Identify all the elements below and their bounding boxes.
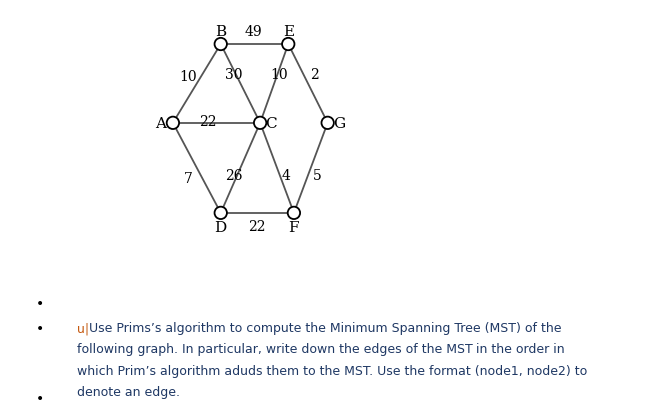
- Text: 4: 4: [281, 168, 290, 182]
- Text: 22: 22: [247, 219, 265, 233]
- Text: E: E: [283, 24, 294, 38]
- Text: D: D: [215, 221, 227, 235]
- Text: 22: 22: [199, 115, 217, 129]
- Text: 10: 10: [270, 67, 288, 81]
- Text: u|: u|: [77, 322, 89, 334]
- Text: •: •: [36, 322, 44, 335]
- Text: 49: 49: [245, 25, 263, 39]
- Text: 26: 26: [225, 168, 243, 182]
- Text: 30: 30: [225, 67, 242, 81]
- Circle shape: [167, 117, 179, 130]
- Text: denote an edge.: denote an edge.: [77, 385, 179, 398]
- Text: in the order in: in the order in: [476, 342, 565, 356]
- Text: Use Prims’s algorithm to compute the Minimum Spanning Tree (MST) of the: Use Prims’s algorithm to compute the Min…: [89, 322, 562, 334]
- Text: B: B: [215, 24, 226, 38]
- Text: 5: 5: [313, 168, 321, 182]
- Circle shape: [287, 207, 300, 219]
- Text: G: G: [334, 117, 346, 130]
- Text: following graph. In particular, write down the edges of the MST: following graph. In particular, write do…: [77, 342, 476, 356]
- Circle shape: [254, 117, 266, 130]
- Text: A: A: [155, 117, 167, 130]
- Circle shape: [321, 117, 334, 130]
- Text: F: F: [289, 221, 299, 235]
- Circle shape: [215, 207, 227, 219]
- Text: 10: 10: [179, 70, 197, 84]
- Text: which Prim’s algorithm aduds them to the MST. Use the format (node1, node2) to: which Prim’s algorithm aduds them to the…: [77, 364, 587, 377]
- Text: •: •: [36, 391, 44, 401]
- Circle shape: [282, 39, 294, 51]
- Text: 7: 7: [184, 171, 193, 185]
- Text: •: •: [36, 296, 44, 310]
- Text: 2: 2: [309, 67, 319, 81]
- Text: C: C: [265, 117, 277, 130]
- Circle shape: [215, 39, 227, 51]
